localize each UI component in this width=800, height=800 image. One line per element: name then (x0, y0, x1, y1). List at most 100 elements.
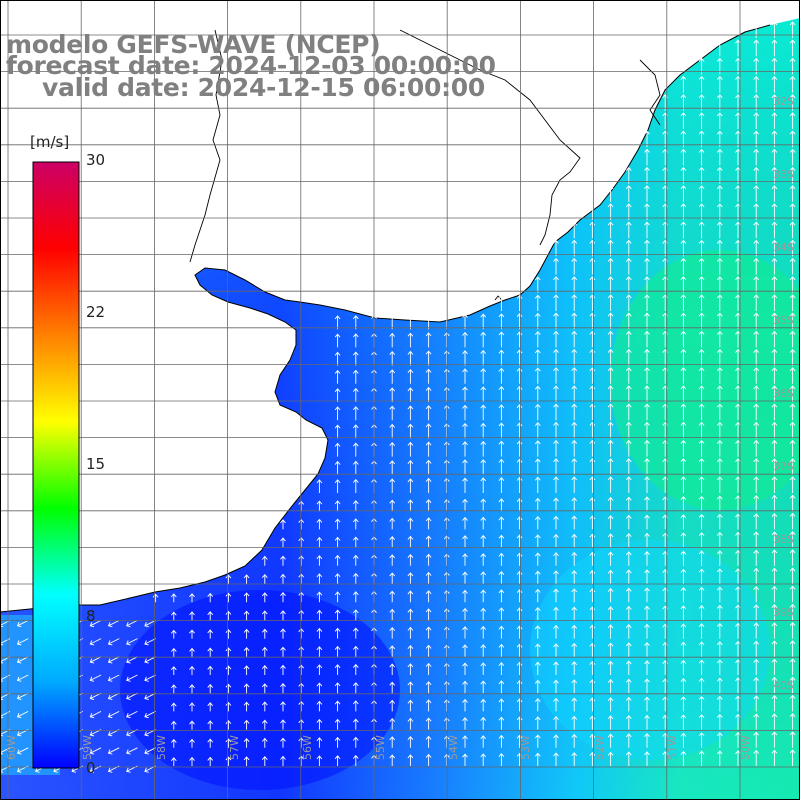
wind-arrow (571, 439, 578, 457)
wind-arrow (425, 590, 432, 603)
wind-arrow (498, 680, 505, 694)
wind-arrow (480, 313, 487, 330)
wind-arrow (771, 367, 778, 384)
wind-arrow (443, 477, 450, 493)
wind-arrow (144, 710, 156, 719)
wind-arrow (516, 516, 523, 530)
wind-arrow (571, 515, 578, 530)
wind-arrow (571, 624, 578, 639)
wind-arrow (389, 626, 396, 639)
wind-arrow (680, 294, 687, 311)
wind-arrow (425, 699, 432, 712)
wind-arrow (534, 752, 541, 766)
wind-arrow (789, 640, 796, 657)
wind-arrow (16, 656, 29, 664)
wind-arrow (625, 733, 632, 748)
wind-arrow (425, 662, 432, 675)
wind-arrow (771, 640, 778, 657)
wind-arrow (498, 589, 505, 603)
wind-arrow (189, 756, 195, 766)
wind-arrow (771, 403, 778, 421)
wind-arrow (298, 646, 305, 657)
wind-arrow (352, 406, 359, 421)
wind-arrow (334, 591, 341, 603)
wind-arrow (680, 367, 687, 384)
wind-arrow (644, 203, 650, 220)
wind-arrow (498, 349, 505, 366)
wind-arrow (625, 294, 632, 311)
wind-arrow (771, 148, 778, 166)
wind-arrow (680, 239, 687, 257)
wind-arrow (753, 294, 760, 311)
wind-arrow (680, 312, 687, 330)
wind-arrow (480, 680, 487, 694)
wind-arrow (498, 422, 505, 439)
wind-arrow (571, 421, 578, 439)
wind-arrow (571, 497, 578, 512)
wind-arrow (261, 592, 268, 603)
wind-arrow (753, 166, 760, 184)
wind-arrow (753, 330, 760, 348)
wind-arrow (571, 476, 578, 493)
wind-arrow (771, 276, 778, 293)
wind-arrow (425, 405, 432, 421)
wind-arrow (771, 731, 778, 748)
wind-arrow (753, 403, 760, 421)
wind-arrow (625, 221, 632, 239)
wind-arrow (607, 587, 614, 603)
wind-arrow (498, 625, 505, 639)
wind-arrow (425, 735, 432, 748)
wind-arrow (462, 607, 468, 621)
wind-arrow (771, 385, 778, 402)
wind-arrow (716, 367, 723, 384)
wind-arrow (716, 568, 723, 584)
wind-arrow (680, 348, 687, 366)
wind-arrow (716, 348, 723, 366)
wind-arrow (425, 681, 432, 694)
wind-arrow (516, 312, 523, 330)
wind-arrow (698, 439, 705, 457)
wind-arrow (316, 479, 323, 493)
wind-arrow (389, 314, 396, 330)
wind-arrow (334, 554, 341, 566)
wind-arrow (261, 737, 268, 748)
colorbar-ramp (32, 161, 80, 769)
wind-arrow (771, 203, 778, 220)
wind-arrow (534, 697, 541, 712)
wind-arrow (516, 497, 523, 512)
wind-arrow (534, 330, 541, 348)
wind-arrow (352, 682, 359, 694)
wind-arrow (789, 148, 796, 166)
wind-arrow (589, 515, 596, 530)
wind-arrow (644, 421, 650, 439)
wind-arrow (716, 439, 723, 457)
wind-arrow (716, 604, 723, 621)
wind-arrow (753, 439, 760, 457)
wind-arrow (680, 659, 687, 675)
wind-arrow (589, 606, 596, 621)
wind-arrow (644, 276, 650, 293)
wind-arrow (389, 350, 396, 366)
wind-arrow (771, 221, 778, 239)
lat-label: 40S (773, 679, 794, 692)
wind-arrow (407, 644, 414, 657)
wind-arrow (589, 330, 596, 348)
lon-label: 57W (228, 735, 241, 760)
wind-arrow (389, 736, 396, 748)
wind-arrow (625, 312, 632, 330)
wind-arrow (144, 656, 156, 664)
wind-arrow (107, 619, 120, 628)
wind-arrow (516, 331, 523, 348)
wind-arrow (425, 386, 432, 402)
wind-arrow (716, 677, 723, 694)
wind-arrow (152, 593, 159, 603)
wind-arrow (480, 662, 487, 675)
wind-arrow (534, 440, 541, 457)
wind-arrow (516, 403, 523, 421)
wind-arrow (553, 403, 559, 421)
lat-label: 32S (773, 95, 794, 108)
wind-arrow (716, 203, 723, 220)
wind-arrow (280, 646, 286, 657)
wind-arrow (298, 500, 305, 512)
wind-arrow (625, 239, 632, 257)
